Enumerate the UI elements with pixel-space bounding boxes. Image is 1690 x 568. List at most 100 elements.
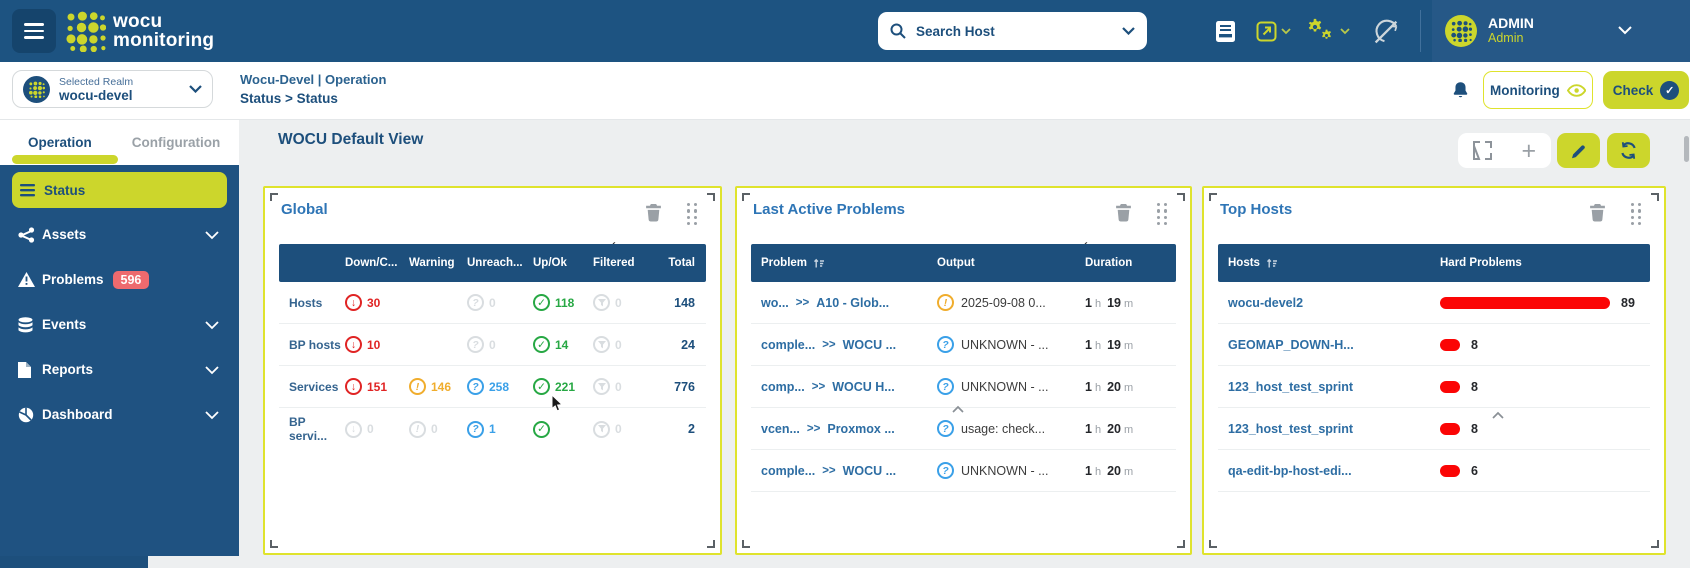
table-row[interactable]: GEOMAP_DOWN-H... 8 <box>1218 324 1650 366</box>
tab-operation[interactable]: Operation <box>28 135 92 150</box>
breadcrumb-line1[interactable]: Wocu-Devel | Operation <box>240 72 387 87</box>
table-row[interactable]: BP servi... ↓ 0 ! 0 ? 1 ✓ 0 2 <box>279 408 706 450</box>
notifications-disabled-icon[interactable] <box>1372 0 1400 62</box>
resize-corner[interactable] <box>1209 540 1217 548</box>
sidebar-item-label: Status <box>44 182 86 198</box>
table-row[interactable]: comple... >> WOCU ... ? UNKNOWN - ... 1 h 19 m <box>751 324 1176 366</box>
realm-value: wocu-devel <box>59 88 133 103</box>
table-row[interactable]: qa-edit-bp-host-edi... 6 <box>1218 450 1650 492</box>
check-button[interactable]: Check ✓ <box>1603 71 1689 109</box>
resize-corner[interactable] <box>742 540 750 548</box>
sidebar-item-status[interactable]: Status <box>12 172 227 208</box>
col-duration[interactable]: Duration <box>1085 257 1133 269</box>
service-link[interactable]: WOCU ... <box>842 337 897 352</box>
fullscreen-button[interactable] <box>1472 141 1492 160</box>
table-row[interactable]: wocu-devel2 89 <box>1218 282 1650 324</box>
brand-logo[interactable]: wocu monitoring <box>64 10 214 52</box>
resize-corner[interactable] <box>1177 540 1185 548</box>
service-link[interactable]: A10 - Glob... <box>816 295 890 310</box>
chevron-down-icon[interactable] <box>1122 27 1135 35</box>
add-widget-button[interactable]: + <box>1521 136 1537 165</box>
resize-corner[interactable] <box>1651 193 1659 201</box>
service-link[interactable]: Proxmox ... <box>827 421 895 436</box>
settings-gears-menu[interactable] <box>1306 0 1350 62</box>
host-link[interactable]: GEOMAP_DOWN-H... <box>1228 337 1354 352</box>
resize-corner[interactable] <box>270 540 278 548</box>
filter-icon <box>593 336 610 353</box>
user-menu[interactable]: ADMIN Admin <box>1432 0 1690 62</box>
sidebar-item-problems[interactable]: Problems 596 <box>0 257 239 302</box>
resize-corner[interactable] <box>707 540 715 548</box>
user-name: ADMIN <box>1488 15 1534 31</box>
refresh-view-button[interactable] <box>1607 133 1650 168</box>
search-icon <box>890 23 906 39</box>
logbook-icon[interactable] <box>1216 0 1235 62</box>
col-down[interactable]: Down/C... <box>345 257 398 269</box>
host-link[interactable]: comple... <box>761 337 816 352</box>
service-link[interactable]: WOCU H... <box>832 379 895 394</box>
drag-handle[interactable] <box>1157 203 1168 226</box>
col-hard-problems[interactable]: Hard Problems <box>1440 257 1522 269</box>
host-link[interactable]: wocu-devel2 <box>1228 295 1304 310</box>
col-hosts[interactable]: Hosts <box>1228 257 1440 269</box>
sidebar-item-assets[interactable]: Assets <box>0 212 239 257</box>
resize-corner[interactable] <box>270 193 278 201</box>
table-row[interactable]: 123_host_test_sprint 8 <box>1218 366 1650 408</box>
host-link[interactable]: qa-edit-bp-host-edi... <box>1228 463 1352 478</box>
col-upok[interactable]: Up/Ok <box>533 257 567 269</box>
table-row[interactable]: Services ↓ 151 ! 146 ? 258 ✓ 221 0 776 <box>279 366 706 408</box>
host-link[interactable]: comple... <box>761 463 816 478</box>
resize-corner[interactable] <box>707 193 715 201</box>
notifications-bell-icon[interactable] <box>1450 81 1471 105</box>
hamburger-menu-button[interactable] <box>12 9 56 53</box>
hard-problems-bar <box>1440 296 1610 309</box>
host-link[interactable]: wo... <box>761 295 789 310</box>
chevron-down-icon <box>189 85 202 93</box>
host-link[interactable]: comp... <box>761 379 805 394</box>
drag-handle[interactable] <box>687 203 698 226</box>
table-row[interactable]: comple... >> WOCU ... ? UNKNOWN - ... 1 h 20 m <box>751 450 1176 492</box>
down-icon: ↓ <box>345 378 362 395</box>
sidebar-item-reports[interactable]: Reports <box>0 347 239 392</box>
col-unreach[interactable]: Unreach... <box>467 257 523 269</box>
resize-corner[interactable] <box>1209 193 1217 201</box>
trash-icon[interactable] <box>1589 203 1606 227</box>
unknown-icon: ? <box>467 336 484 353</box>
search-input[interactable] <box>914 22 1114 40</box>
trash-icon[interactable] <box>645 203 662 227</box>
chevron-down-icon <box>1618 26 1632 35</box>
col-output[interactable]: Output <box>937 257 975 269</box>
drag-handle[interactable] <box>1631 203 1642 226</box>
col-warning[interactable]: Warning <box>409 257 455 269</box>
avatar <box>1445 15 1477 47</box>
table-row[interactable]: comp... >> WOCU H... ? UNKNOWN - ... 1 h 20 m <box>751 366 1176 408</box>
resize-corner[interactable] <box>742 193 750 201</box>
col-filtered[interactable]: Filtered <box>593 257 635 269</box>
host-link[interactable]: vcen... <box>761 421 800 436</box>
col-problem[interactable]: Problem <box>761 257 937 269</box>
external-link-menu[interactable] <box>1256 0 1291 62</box>
warning-icon: ! <box>409 378 426 395</box>
host-link[interactable]: 123_host_test_sprint <box>1228 379 1354 394</box>
resize-corner[interactable] <box>1651 540 1659 548</box>
table-row[interactable]: 123_host_test_sprint 8 <box>1218 408 1650 450</box>
tab-configuration[interactable]: Configuration <box>131 135 221 150</box>
table-row[interactable]: BP hosts ↓ 10 ? 0 ✓ 14 0 24 <box>279 324 706 366</box>
service-link[interactable]: WOCU ... <box>842 463 897 478</box>
sidebar-item-dashboard[interactable]: Dashboard <box>0 392 239 437</box>
resize-corner[interactable] <box>1177 193 1185 201</box>
table-row[interactable]: Hosts ↓ 30 ? 0 ✓ 118 0 148 <box>279 282 706 324</box>
col-total[interactable]: Total <box>668 257 695 269</box>
trash-icon[interactable] <box>1115 203 1132 227</box>
scrollbar-thumb[interactable] <box>1684 136 1689 162</box>
host-link[interactable]: 123_host_test_sprint <box>1228 421 1354 436</box>
sidebar-item-events[interactable]: Events <box>0 302 239 347</box>
brand-word-2: monitoring <box>113 30 215 51</box>
view-title: WOCU Default View <box>278 131 424 148</box>
realm-selector[interactable]: Selected Realm wocu-devel <box>12 70 213 108</box>
monitoring-button[interactable]: Monitoring <box>1483 71 1593 109</box>
edit-view-button[interactable] <box>1557 133 1600 168</box>
host-search-combobox[interactable] <box>878 12 1147 50</box>
